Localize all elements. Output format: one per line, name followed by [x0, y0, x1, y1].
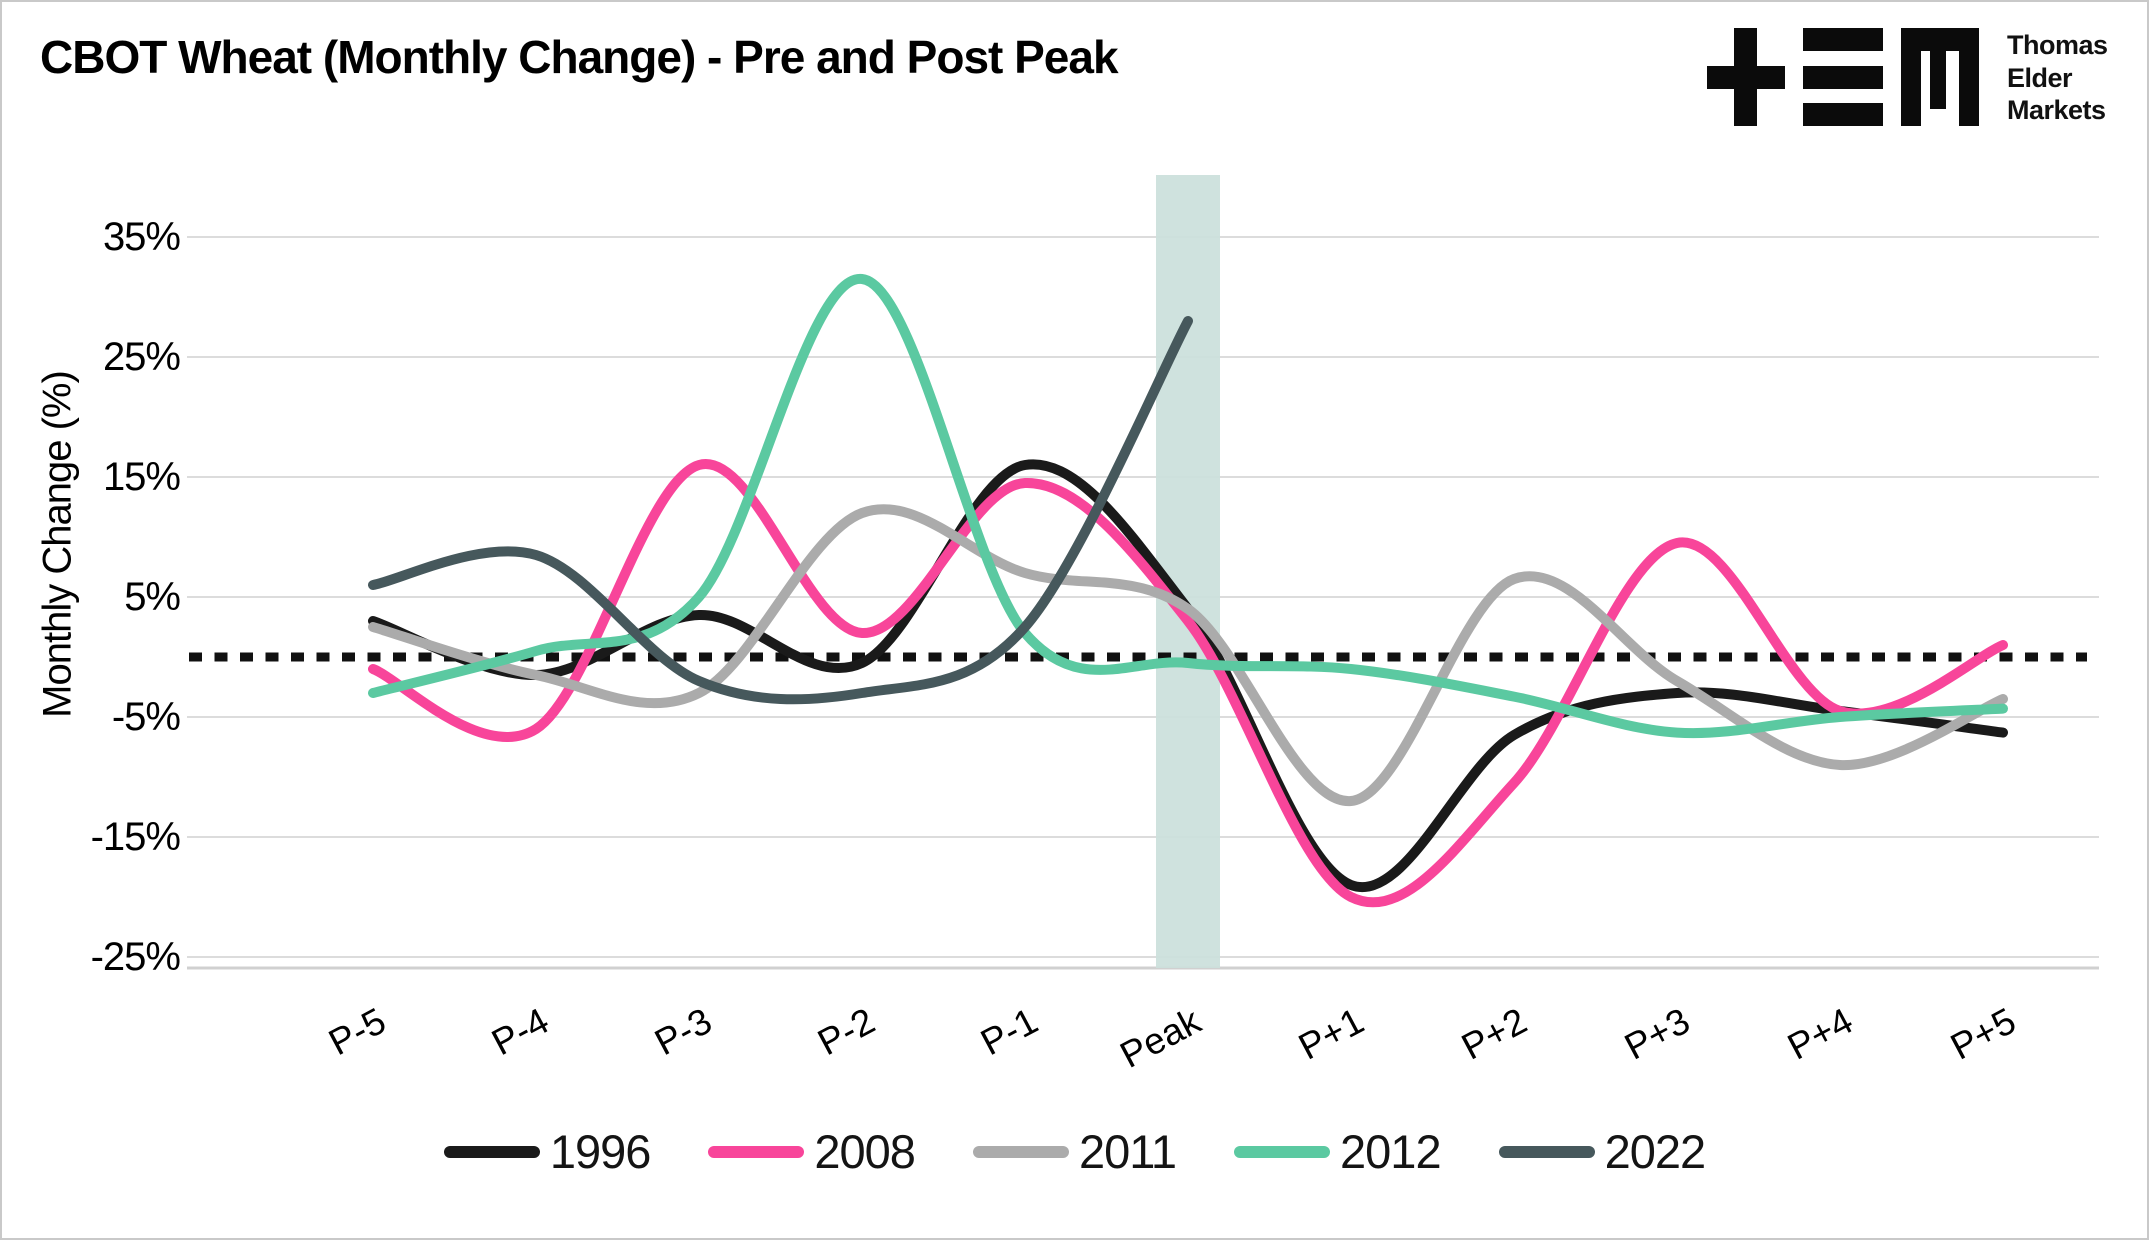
legend-label-2012: 2012 — [1340, 1125, 1442, 1178]
legend-label-2008: 2008 — [814, 1125, 916, 1178]
legend-item-1996: 1996 — [443, 1124, 652, 1179]
legend: 1996 2008 2011 2012 2022 — [2, 1124, 2147, 1179]
logo-line-1: Thomas — [2007, 30, 2108, 61]
series-line-2008 — [368, 459, 2008, 908]
x-tick-label: P-3 — [648, 1000, 719, 1064]
legend-item-2022: 2022 — [1498, 1124, 1707, 1179]
legend-label-2011: 2011 — [1078, 1125, 1177, 1178]
x-tick-label: P-5 — [322, 1000, 393, 1064]
legend-swatch-2012 — [1234, 1145, 1331, 1158]
legend-swatch-1996 — [443, 1145, 540, 1158]
y-tick-label: 15% — [102, 455, 181, 499]
chart-title: CBOT Wheat (Monthly Change) - Pre and Po… — [40, 31, 1119, 83]
peak-highlight-band — [1156, 175, 1220, 968]
legend-item-2011: 2011 — [972, 1124, 1177, 1179]
logo-line-2: Elder — [2007, 62, 2073, 93]
legend-swatch-2008 — [708, 1145, 805, 1158]
x-tick-label: P+3 — [1617, 1000, 1697, 1068]
y-tick-label: -15% — [90, 815, 181, 859]
legend-swatch-2011 — [972, 1145, 1069, 1158]
y-tick-label: 25% — [102, 335, 181, 379]
series-line-2012 — [368, 274, 2008, 739]
y-axis-title: Monthly Change (%) — [35, 371, 80, 718]
x-tick-label: P+2 — [1454, 1000, 1534, 1068]
y-tick-label: -5% — [111, 695, 181, 739]
plot-area — [187, 175, 2099, 970]
tem-logo: Thomas Elder Markets — [1707, 28, 2108, 128]
tem-logo-text: Thomas Elder Markets — [2007, 29, 2108, 126]
x-tick-label: P+5 — [1943, 1000, 2023, 1068]
y-tick-label: -25% — [90, 935, 181, 979]
x-tick-label: P-4 — [485, 1000, 556, 1064]
legend-item-2008: 2008 — [708, 1124, 916, 1179]
legend-item-2012: 2012 — [1234, 1124, 1442, 1179]
y-tick-label: 5% — [124, 575, 181, 619]
logo-line-3: Markets — [2007, 95, 2106, 126]
x-tick-label: P-1 — [974, 1000, 1045, 1064]
legend-swatch-2022 — [1498, 1145, 1595, 1158]
y-tick-label: 35% — [102, 215, 181, 259]
x-tick-label: P-2 — [811, 1000, 882, 1064]
x-tick-label: P+4 — [1780, 1000, 1860, 1068]
series-line-2011 — [368, 504, 2008, 806]
x-tick-label: Peak — [1113, 1000, 1208, 1076]
series-line-2022 — [368, 316, 1193, 705]
legend-label-1996: 1996 — [549, 1125, 652, 1178]
tem-logo-mark — [1707, 28, 1979, 126]
x-tick-label: P+1 — [1291, 1000, 1371, 1068]
legend-label-2022: 2022 — [1604, 1125, 1707, 1178]
